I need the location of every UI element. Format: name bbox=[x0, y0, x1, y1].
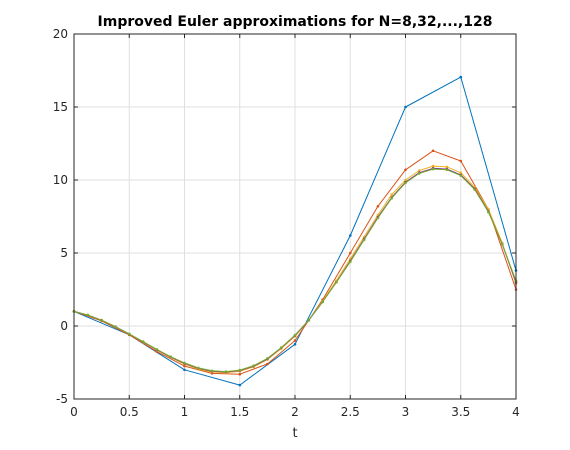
series-5-point bbox=[155, 348, 159, 351]
series-5-point bbox=[128, 332, 131, 336]
series-5-point bbox=[335, 280, 338, 284]
series-5-point bbox=[141, 340, 145, 343]
series-5-point bbox=[224, 370, 228, 373]
series-5-point bbox=[321, 300, 324, 304]
series-5-point bbox=[252, 364, 255, 368]
series-5-point bbox=[349, 260, 352, 264]
series-5-point bbox=[183, 361, 186, 365]
series-3-point bbox=[459, 171, 463, 174]
series-5-point bbox=[169, 355, 172, 359]
series-5-point bbox=[279, 346, 283, 349]
y-tick-label: -5 bbox=[56, 392, 68, 406]
x-tick-label: 3.5 bbox=[451, 405, 470, 419]
series-1-point bbox=[349, 234, 352, 237]
series-5-point bbox=[307, 318, 311, 322]
series-5-point bbox=[390, 196, 394, 200]
series-1-point bbox=[459, 75, 463, 79]
series-2-point bbox=[349, 251, 352, 255]
series-5-point bbox=[100, 318, 103, 322]
series-group bbox=[72, 75, 518, 387]
chart-title: Improved Euler approximations for N=8,32… bbox=[98, 14, 493, 30]
series-5-point bbox=[362, 238, 366, 242]
x-tick-label: 0 bbox=[70, 405, 78, 419]
x-tick-label: 1.5 bbox=[230, 405, 249, 419]
series-5-point bbox=[238, 368, 242, 372]
grid-lines bbox=[73, 33, 517, 400]
series-5-point bbox=[197, 366, 200, 370]
x-tick-label: 2.5 bbox=[341, 405, 360, 419]
series-3-point bbox=[445, 165, 449, 169]
y-tick-label: 5 bbox=[60, 246, 68, 260]
y-tick-label: 15 bbox=[53, 100, 68, 114]
series-3-point bbox=[390, 193, 394, 196]
series-2-point bbox=[293, 339, 297, 342]
series-5-point bbox=[487, 210, 490, 214]
series-5-point bbox=[404, 181, 407, 185]
series-5-point bbox=[293, 333, 297, 337]
series-5-point bbox=[86, 313, 90, 317]
series-5-point bbox=[376, 216, 380, 220]
series-2-point bbox=[238, 372, 242, 376]
y-tick-label: 0 bbox=[60, 319, 68, 333]
y-tick-label: 20 bbox=[53, 27, 68, 41]
series-2-point bbox=[183, 364, 186, 368]
series-5-point bbox=[459, 174, 463, 177]
series-2-point bbox=[266, 362, 269, 366]
series-5-point bbox=[473, 188, 476, 191]
x-tick-label: 3 bbox=[402, 405, 410, 419]
series-2-point bbox=[459, 159, 463, 163]
series-3-point bbox=[404, 178, 407, 182]
series-2-point bbox=[431, 149, 435, 153]
series-2-point bbox=[376, 205, 380, 208]
series-5-point bbox=[500, 242, 504, 246]
series-5-point bbox=[445, 168, 449, 172]
x-tick-label: 1 bbox=[181, 405, 189, 419]
series-2-point bbox=[404, 168, 407, 172]
series-5-point bbox=[210, 369, 214, 373]
y-tick-label: 10 bbox=[53, 173, 68, 187]
series-5-point bbox=[266, 357, 269, 360]
series-1-point bbox=[293, 343, 297, 346]
series-3-point bbox=[418, 169, 421, 172]
x-tick-label: 0.5 bbox=[120, 405, 139, 419]
series-5-point bbox=[114, 325, 117, 329]
series-1-point bbox=[183, 368, 186, 372]
series-3-point bbox=[431, 164, 435, 168]
x-tick-label: 4 bbox=[512, 405, 520, 419]
x-axis-label: t bbox=[292, 426, 297, 441]
x-tick-label: 2 bbox=[291, 405, 299, 419]
series-5-point bbox=[418, 172, 421, 175]
series-1-point bbox=[238, 383, 242, 387]
series-1-point bbox=[404, 105, 407, 109]
series-5-point bbox=[431, 167, 435, 171]
